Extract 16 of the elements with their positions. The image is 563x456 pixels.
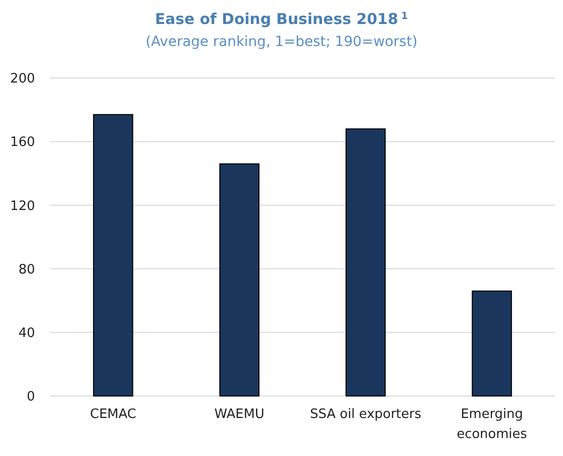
- y-tick-label: 160: [10, 135, 35, 150]
- bar: [93, 114, 134, 396]
- bar: [472, 290, 512, 396]
- x-tick-label: SSA oil exporters: [310, 407, 422, 422]
- chart-title: Ease of Doing Business 2018$^{1}$: [155, 10, 408, 28]
- chart-subtitle: (Average ranking, 1=best; 190=worst): [146, 34, 418, 50]
- x-tick-label: CEMAC: [90, 407, 136, 422]
- y-tick-label: 200: [10, 72, 35, 87]
- x-tick-label: WAEMU: [214, 407, 264, 422]
- bar: [219, 163, 260, 396]
- bar: [346, 128, 386, 396]
- y-tick-label: 40: [18, 326, 35, 341]
- y-tick-label: 80: [18, 262, 35, 278]
- x-tick-label: Emerging economies: [456, 407, 528, 442]
- y-tick-label: 120: [10, 198, 35, 214]
- y-tick-label: 0: [26, 390, 35, 405]
